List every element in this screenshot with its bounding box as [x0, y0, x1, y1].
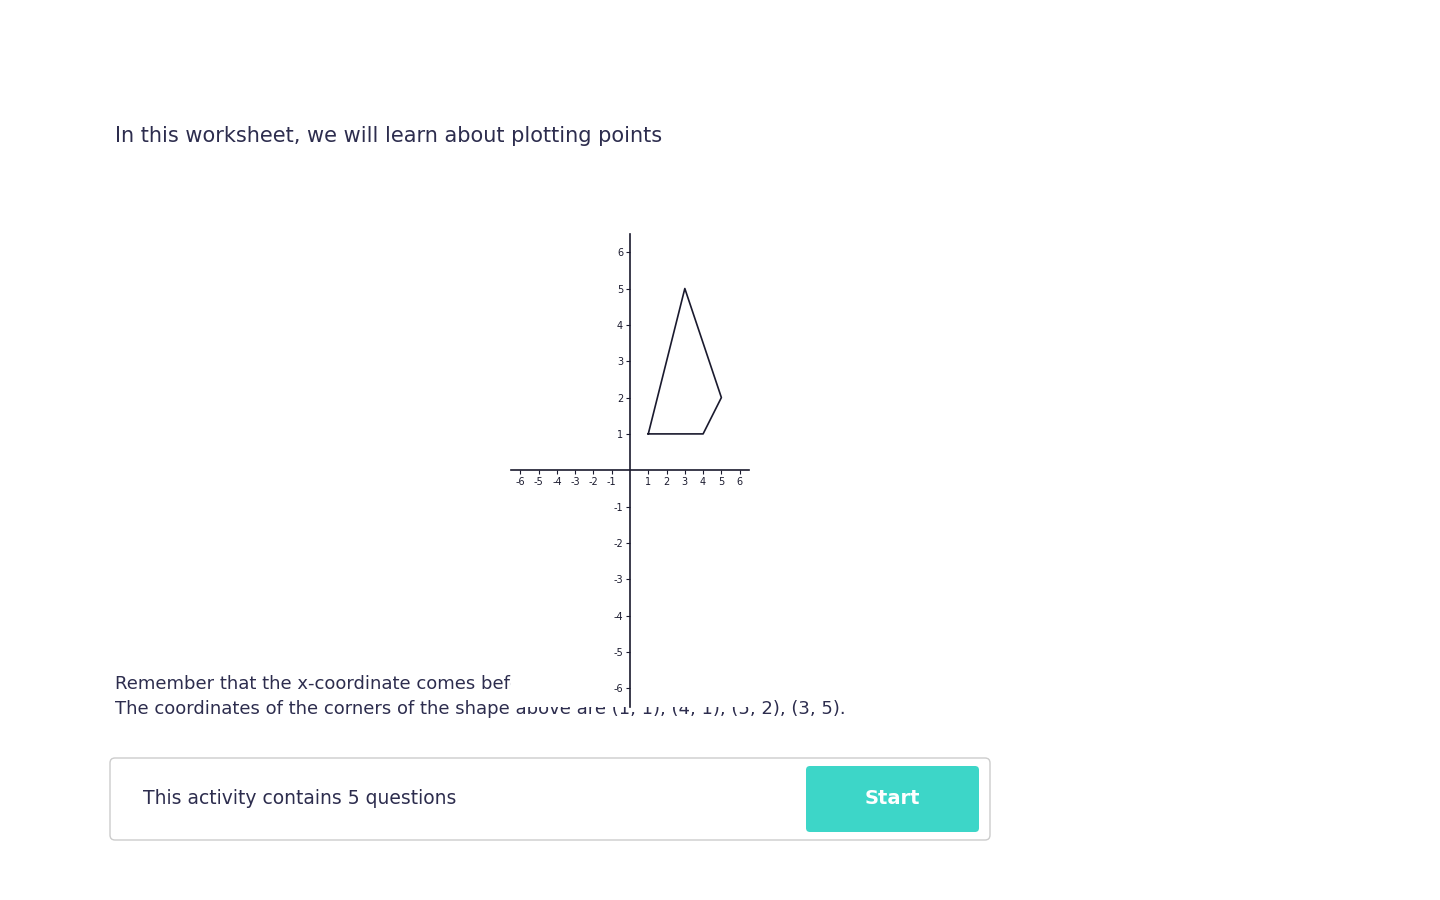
Text: 🏆: 🏆	[1211, 16, 1223, 34]
Text: In this worksheet, we will learn about plotting points: In this worksheet, we will learn about p…	[115, 126, 662, 146]
Text: Start: Start	[865, 789, 920, 808]
Text: start your 14 day trial: start your 14 day trial	[720, 64, 884, 77]
Text: The coordinates of the corners of the shape above are (1, 1), (4, 1), (5, 2), (3: The coordinates of the corners of the sh…	[115, 700, 845, 718]
Text: For full tracking and unlimited access to thousands of activities: For full tracking and unlimited access t…	[292, 64, 720, 77]
Text: →  Exit activity: → Exit activity	[120, 18, 226, 32]
Text: Remember that the x-coordinate comes before the y-coordinate.: Remember that the x-coordinate comes bef…	[115, 675, 698, 693]
FancyBboxPatch shape	[109, 758, 991, 840]
FancyBboxPatch shape	[806, 766, 979, 832]
Text: 0: 0	[1133, 19, 1142, 32]
Text: Preview: Statistics: Plotting Points on X and Y Axes: Preview: Statistics: Plotting Points on …	[438, 16, 945, 34]
Text: This activity contains 5 questions: This activity contains 5 questions	[143, 789, 456, 808]
Text: for £1 today.: for £1 today.	[1020, 64, 1109, 77]
